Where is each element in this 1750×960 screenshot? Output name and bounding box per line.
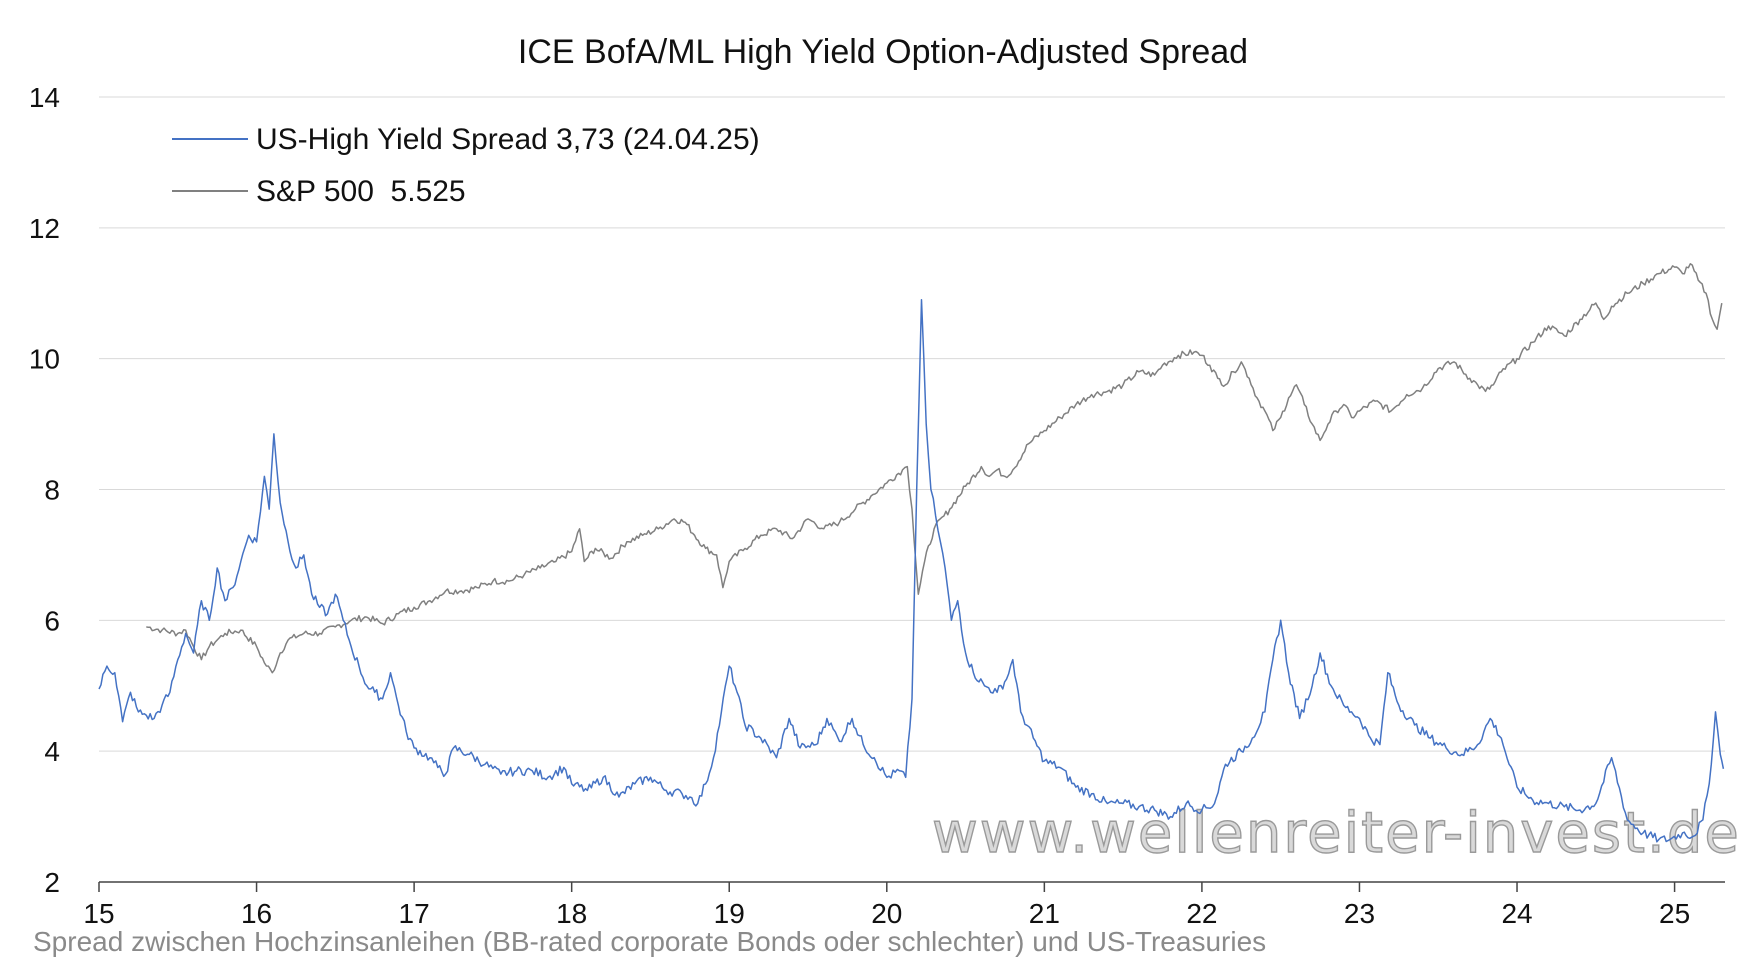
y-tick-label: 14 — [29, 82, 60, 113]
y-tick-label: 6 — [44, 605, 60, 636]
legend-label-spread: US-High Yield Spread 3,73 (24.04.25) — [256, 123, 760, 156]
x-tick-label: 24 — [1501, 898, 1532, 929]
y-tick-label: 10 — [29, 344, 60, 375]
x-tick-label: 21 — [1029, 898, 1060, 929]
y-tick-label: 4 — [44, 736, 60, 767]
sp500-line — [146, 263, 1723, 674]
x-tick-label: 19 — [714, 898, 745, 929]
x-tick-label: 15 — [83, 898, 114, 929]
series-group — [98, 263, 1725, 843]
chart-title: ICE BofA/ML High Yield Option-Adjusted S… — [518, 33, 1248, 71]
x-tick-label: 16 — [241, 898, 272, 929]
legend-label-sp500: S&P 500 5.525 — [256, 175, 466, 208]
spread-line — [98, 299, 1725, 843]
chart-caption: Spread zwischen Hochzinsanleihen (BB-rat… — [33, 926, 1266, 957]
x-axis: 15 16 17 18 19 20 21 22 23 24 25 — [83, 882, 1690, 929]
y-tick-label: 12 — [29, 213, 60, 244]
x-tick-label: 25 — [1659, 898, 1690, 929]
x-tick-label: 23 — [1344, 898, 1375, 929]
legend: US-High Yield Spread 3,73 (24.04.25) S&P… — [172, 123, 760, 208]
y-tick-label: 8 — [44, 475, 60, 506]
x-tick-label: 17 — [399, 898, 430, 929]
watermark: www.wellenreiter-invest.de — [932, 801, 1741, 866]
x-tick-label: 22 — [1186, 898, 1217, 929]
y-tick-label: 2 — [44, 867, 60, 898]
x-tick-label: 20 — [871, 898, 902, 929]
y-axis: 2 4 6 8 10 12 14 — [29, 82, 60, 898]
x-tick-label: 18 — [556, 898, 587, 929]
